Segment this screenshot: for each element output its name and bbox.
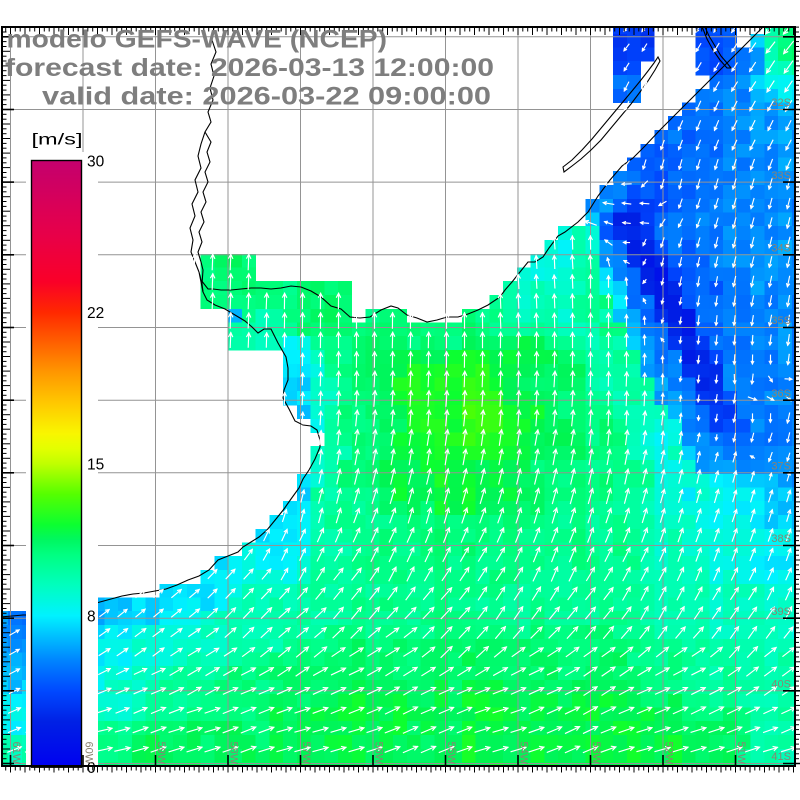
svg-text:35S: 35S [771, 315, 791, 327]
svg-text:36S: 36S [771, 388, 791, 400]
svg-text:34S: 34S [771, 243, 791, 255]
svg-text:51W: 51W [735, 742, 747, 765]
svg-text:valid date: 2026-03-22 09:00:0: valid date: 2026-03-22 09:00:00 [42, 83, 491, 111]
svg-text:30: 30 [87, 153, 105, 170]
svg-text:58W: 58W [228, 742, 240, 765]
svg-text:59W: 59W [155, 742, 167, 765]
svg-text:33S: 33S [771, 170, 791, 182]
svg-text:22: 22 [87, 305, 104, 322]
svg-text:8: 8 [87, 608, 96, 625]
svg-text:57W: 57W [300, 742, 312, 765]
svg-text:modelo GEFS-WAVE (NCEP): modelo GEFS-WAVE (NCEP) [7, 26, 388, 54]
svg-text:60W: 60W [83, 742, 95, 765]
svg-text:39S: 39S [771, 606, 791, 618]
svg-text:55W: 55W [445, 742, 457, 765]
svg-text:40S: 40S [771, 679, 791, 691]
svg-text:0: 0 [87, 760, 96, 777]
svg-text:53W: 53W [590, 742, 602, 765]
svg-text:38S: 38S [771, 533, 791, 545]
svg-text:[m/s]: [m/s] [32, 132, 83, 149]
svg-text:54W: 54W [518, 742, 530, 765]
svg-text:56W: 56W [373, 742, 385, 765]
svg-text:41S: 41S [771, 751, 791, 763]
svg-text:61W: 61W [10, 742, 22, 765]
svg-text:forecast date: 2026-03-13 12:0: forecast date: 2026-03-13 12:00:00 [5, 54, 494, 82]
svg-text:32S: 32S [771, 97, 791, 109]
svg-text:52W: 52W [663, 742, 675, 765]
svg-text:37S: 37S [771, 461, 791, 473]
svg-text:15: 15 [87, 457, 104, 474]
